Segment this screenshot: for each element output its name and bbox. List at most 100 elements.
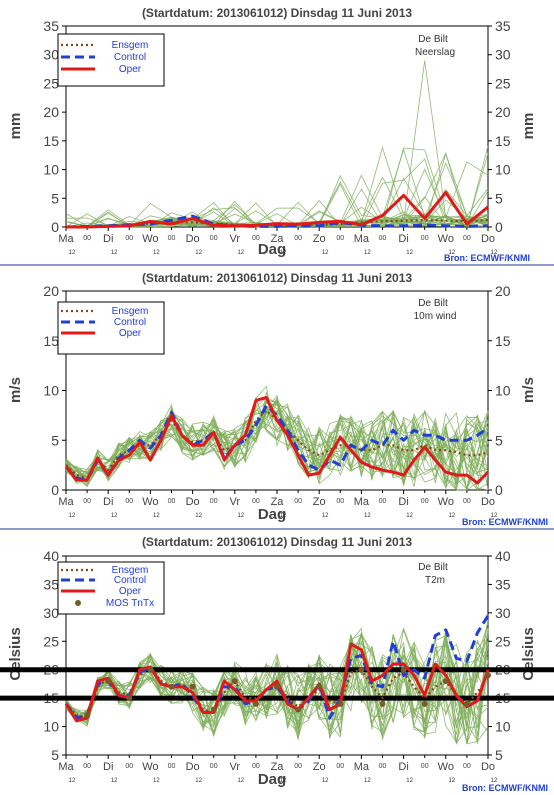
mos-point [337,700,344,707]
x-tick-label-midnight: 00 [336,235,344,242]
x-tick-label-hour: 12 [153,250,160,256]
mos-point [252,700,259,707]
series-oper-line [64,642,490,723]
mos-point [463,700,470,707]
x-tick-label-midnight: 00 [379,498,387,505]
y-tick-label-left: 5 [51,747,59,763]
y-tick-label-right: 10 [495,383,511,399]
x-tick-label-midnight: 00 [294,498,302,505]
mos-point [231,678,238,685]
mos-point [485,672,491,679]
x-tick-label-day: Wo [438,761,454,773]
x-tick-label-midnight: 00 [336,763,344,770]
series-oper-line [64,396,490,485]
y-tick-label-left: 25 [43,75,59,91]
x-tick-label-hour: 12 [406,250,413,256]
y-tick-label-right: 25 [495,633,511,649]
x-tick-label-hour: 12 [364,513,371,519]
x-tick-label-day: Di [398,233,408,245]
wind-panel: (Startdatum: 2013061012) Dinsdag 11 Juni… [7,271,548,527]
x-tick-label-midnight: 00 [421,498,429,505]
x-tick-label-midnight: 00 [421,763,429,770]
y-tick-label-right: 0 [495,219,503,235]
panel-title: (Startdatum: 2013061012) Dinsdag 11 Juni… [142,6,412,20]
x-axis-label: Dag [258,771,286,788]
x-tick-label-midnight: 00 [168,498,176,505]
legend: Ensgem Control Oper [57,301,165,355]
legend-label-ensgem: Ensgem [112,40,149,51]
y-tick-label-left: 10 [43,383,59,399]
x-tick-label-day: Za [271,496,285,508]
x-tick-label-midnight: 00 [336,498,344,505]
mos-point [126,695,133,702]
x-tick-label-day: Wo [438,496,454,508]
y-tick-label-right: 5 [495,747,503,763]
series-ensgem-line [65,409,489,480]
legend-label-control: Control [114,575,146,586]
mos-point [147,666,154,673]
variable-label: 10m wind [414,311,457,322]
y-tick-label-left: 0 [51,482,59,498]
y-tick-label-right: 10 [495,719,511,735]
x-tick-label-hour: 12 [237,250,244,256]
legend: Ensgem Control Oper [57,33,165,87]
variable-label: Neerslag [415,47,455,58]
mos-point [168,683,175,690]
ensemble-member-line [65,401,489,487]
x-tick-label-day: Wo [142,233,158,245]
y-tick-label-right: 10 [495,162,511,178]
y-tick-label-left: 10 [43,162,59,178]
x-tick-label-day: Ma [58,496,74,508]
station-label: De Bilt [418,34,448,45]
ensemble-member-line [65,385,489,483]
x-tick-label-midnight: 00 [168,235,176,242]
y-tick-label-left: 0 [51,219,59,235]
x-tick-label-day: Zo [313,233,326,245]
mos-point [295,706,302,713]
x-tick-label-hour: 12 [153,778,160,784]
y-tick-label-right: 0 [495,482,503,498]
source-label: Bron: ECMWF/KNMI [462,783,548,793]
x-tick-label-midnight: 00 [83,763,91,770]
x-tick-label-day: Vr [230,233,241,245]
y-tick-label-left: 20 [43,283,59,299]
x-tick-label-hour: 12 [153,513,160,519]
legend-label-ensgem: Ensgem [112,306,149,317]
y-axis-label-left: mm [7,113,24,140]
x-tick-label-hour: 12 [69,778,76,784]
x-tick-label-day: Wo [142,761,158,773]
y-tick-label-right: 20 [495,104,511,120]
x-tick-label-midnight: 00 [83,498,91,505]
x-tick-label-midnight: 00 [463,235,471,242]
x-tick-label-day: Ma [58,761,74,773]
x-tick-label-hour: 12 [491,778,498,784]
y-axis-label-right: Celsius [520,627,537,680]
x-tick-label-hour: 12 [406,513,413,519]
y-tick-label-right: 5 [495,190,503,206]
x-tick-label-hour: 12 [491,513,498,519]
x-tick-label-hour: 12 [280,250,287,256]
x-tick-label-midnight: 00 [168,763,176,770]
x-tick-label-midnight: 00 [463,763,471,770]
x-tick-label-midnight: 00 [463,498,471,505]
mos-point [358,666,365,673]
x-tick-label-hour: 12 [280,513,287,519]
x-tick-label-midnight: 00 [294,763,302,770]
y-tick-label-right: 25 [495,75,511,91]
source-label: Bron: ECMWF/KNMI [444,253,530,263]
legend-label-oper: Oper [119,586,142,597]
mos-point [210,706,217,713]
x-tick-label-midnight: 00 [421,235,429,242]
x-axis-label: Dag [258,506,286,523]
x-tick-label-day: Do [481,233,495,245]
y-tick-label-left: 20 [43,104,59,120]
y-tick-label-right: 30 [495,47,511,63]
x-tick-label-midnight: 00 [252,235,260,242]
temperature-panel: (Startdatum: 2013061012) Dinsdag 11 Juni… [0,535,554,793]
x-tick-label-day: Ma [354,233,370,245]
station-label: De Bilt [418,562,448,573]
y-tick-label-left: 15 [43,333,59,349]
